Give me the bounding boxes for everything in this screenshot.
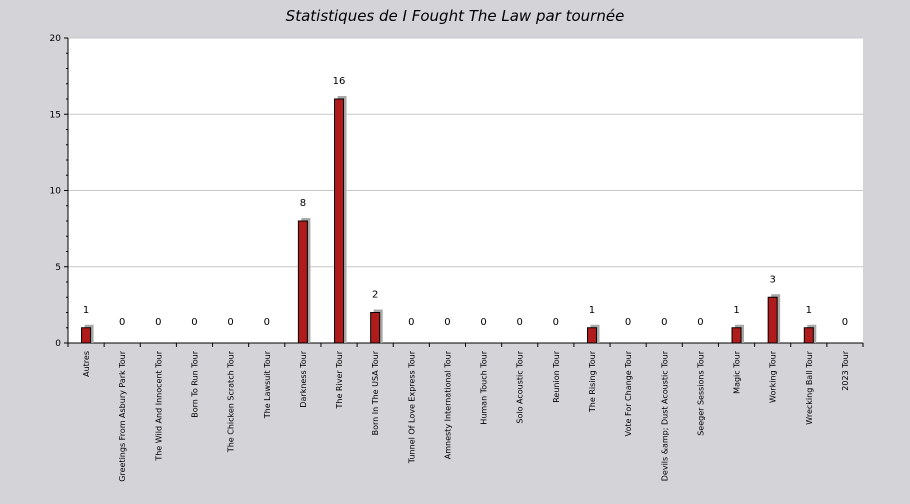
x-tick-label: Human Touch Tour	[480, 350, 489, 424]
bar	[297, 220, 308, 344]
x-tick-label: Devils &amp; Dust Acoustic Tour	[660, 350, 669, 481]
x-tick-label: Working Tour	[769, 350, 778, 403]
x-tick-label: Wrecking Ball Tour	[805, 350, 814, 424]
x-tick-label: Vote For Change Tour	[624, 350, 633, 436]
bar	[586, 327, 597, 344]
data-label: 0	[517, 317, 523, 328]
x-tick-label: Born In The USA Tour	[371, 350, 380, 435]
data-label: 8	[300, 198, 306, 209]
x-tick-label: The Lawsuit Tour	[263, 350, 272, 419]
x-tick-label: Darkness Tour	[299, 350, 308, 407]
x-tick-label: Magic Tour	[733, 350, 742, 394]
x-tick-label: The Chicken Scratch Tour	[227, 350, 236, 453]
data-label: 0	[444, 317, 450, 328]
data-label: 0	[625, 317, 631, 328]
bar	[731, 327, 742, 344]
data-label: 0	[191, 317, 197, 328]
x-tick-label: 2023 Tour	[841, 350, 850, 390]
data-label: 2	[372, 290, 378, 301]
x-tick-label: The River Tour	[335, 350, 344, 409]
data-label: 1	[806, 305, 812, 316]
data-label: 0	[119, 317, 125, 328]
chart-title: Statistiques de I Fought The Law par tou…	[286, 7, 625, 25]
data-label: 0	[155, 317, 161, 328]
x-tick-label: The Wild And Innocent Tour	[154, 350, 163, 461]
y-tick-label: 0	[55, 339, 61, 349]
x-tick-label: Tunnel Of Love Express Tour	[407, 350, 416, 464]
data-label: 3	[769, 274, 775, 285]
y-tick-label: 15	[50, 110, 61, 120]
data-label: 1	[83, 305, 89, 316]
x-tick-label: Reunion Tour	[552, 350, 561, 402]
bar	[334, 98, 345, 344]
x-tick-label: The Rising Tour	[588, 350, 597, 413]
data-label: 0	[842, 317, 848, 328]
data-label: 16	[333, 76, 346, 87]
bar	[81, 327, 92, 344]
x-tick-label: Amnesty International Tour	[443, 350, 452, 459]
data-label: 0	[553, 317, 559, 328]
x-tick-label: Greetings From Asbury Park Tour	[118, 350, 127, 481]
x-tick-label: Solo Acoustic Tour	[516, 350, 525, 423]
data-label: 0	[227, 317, 233, 328]
y-tick-label: 5	[55, 263, 61, 273]
bar	[803, 327, 814, 344]
data-label: 0	[661, 317, 667, 328]
bar	[370, 312, 381, 344]
y-tick-label: 20	[50, 34, 62, 44]
bar	[767, 296, 778, 344]
x-tick-label: Born To Run Tour	[190, 350, 199, 417]
data-label: 0	[264, 317, 270, 328]
data-label: 1	[733, 305, 739, 316]
x-tick-label: Seeger Sessions Tour	[696, 350, 705, 435]
data-label: 0	[408, 317, 414, 328]
data-label: 0	[697, 317, 703, 328]
data-label: 0	[480, 317, 486, 328]
x-tick-label: Autres	[82, 351, 91, 377]
y-tick-label: 10	[50, 187, 62, 197]
data-label: 1	[589, 305, 595, 316]
